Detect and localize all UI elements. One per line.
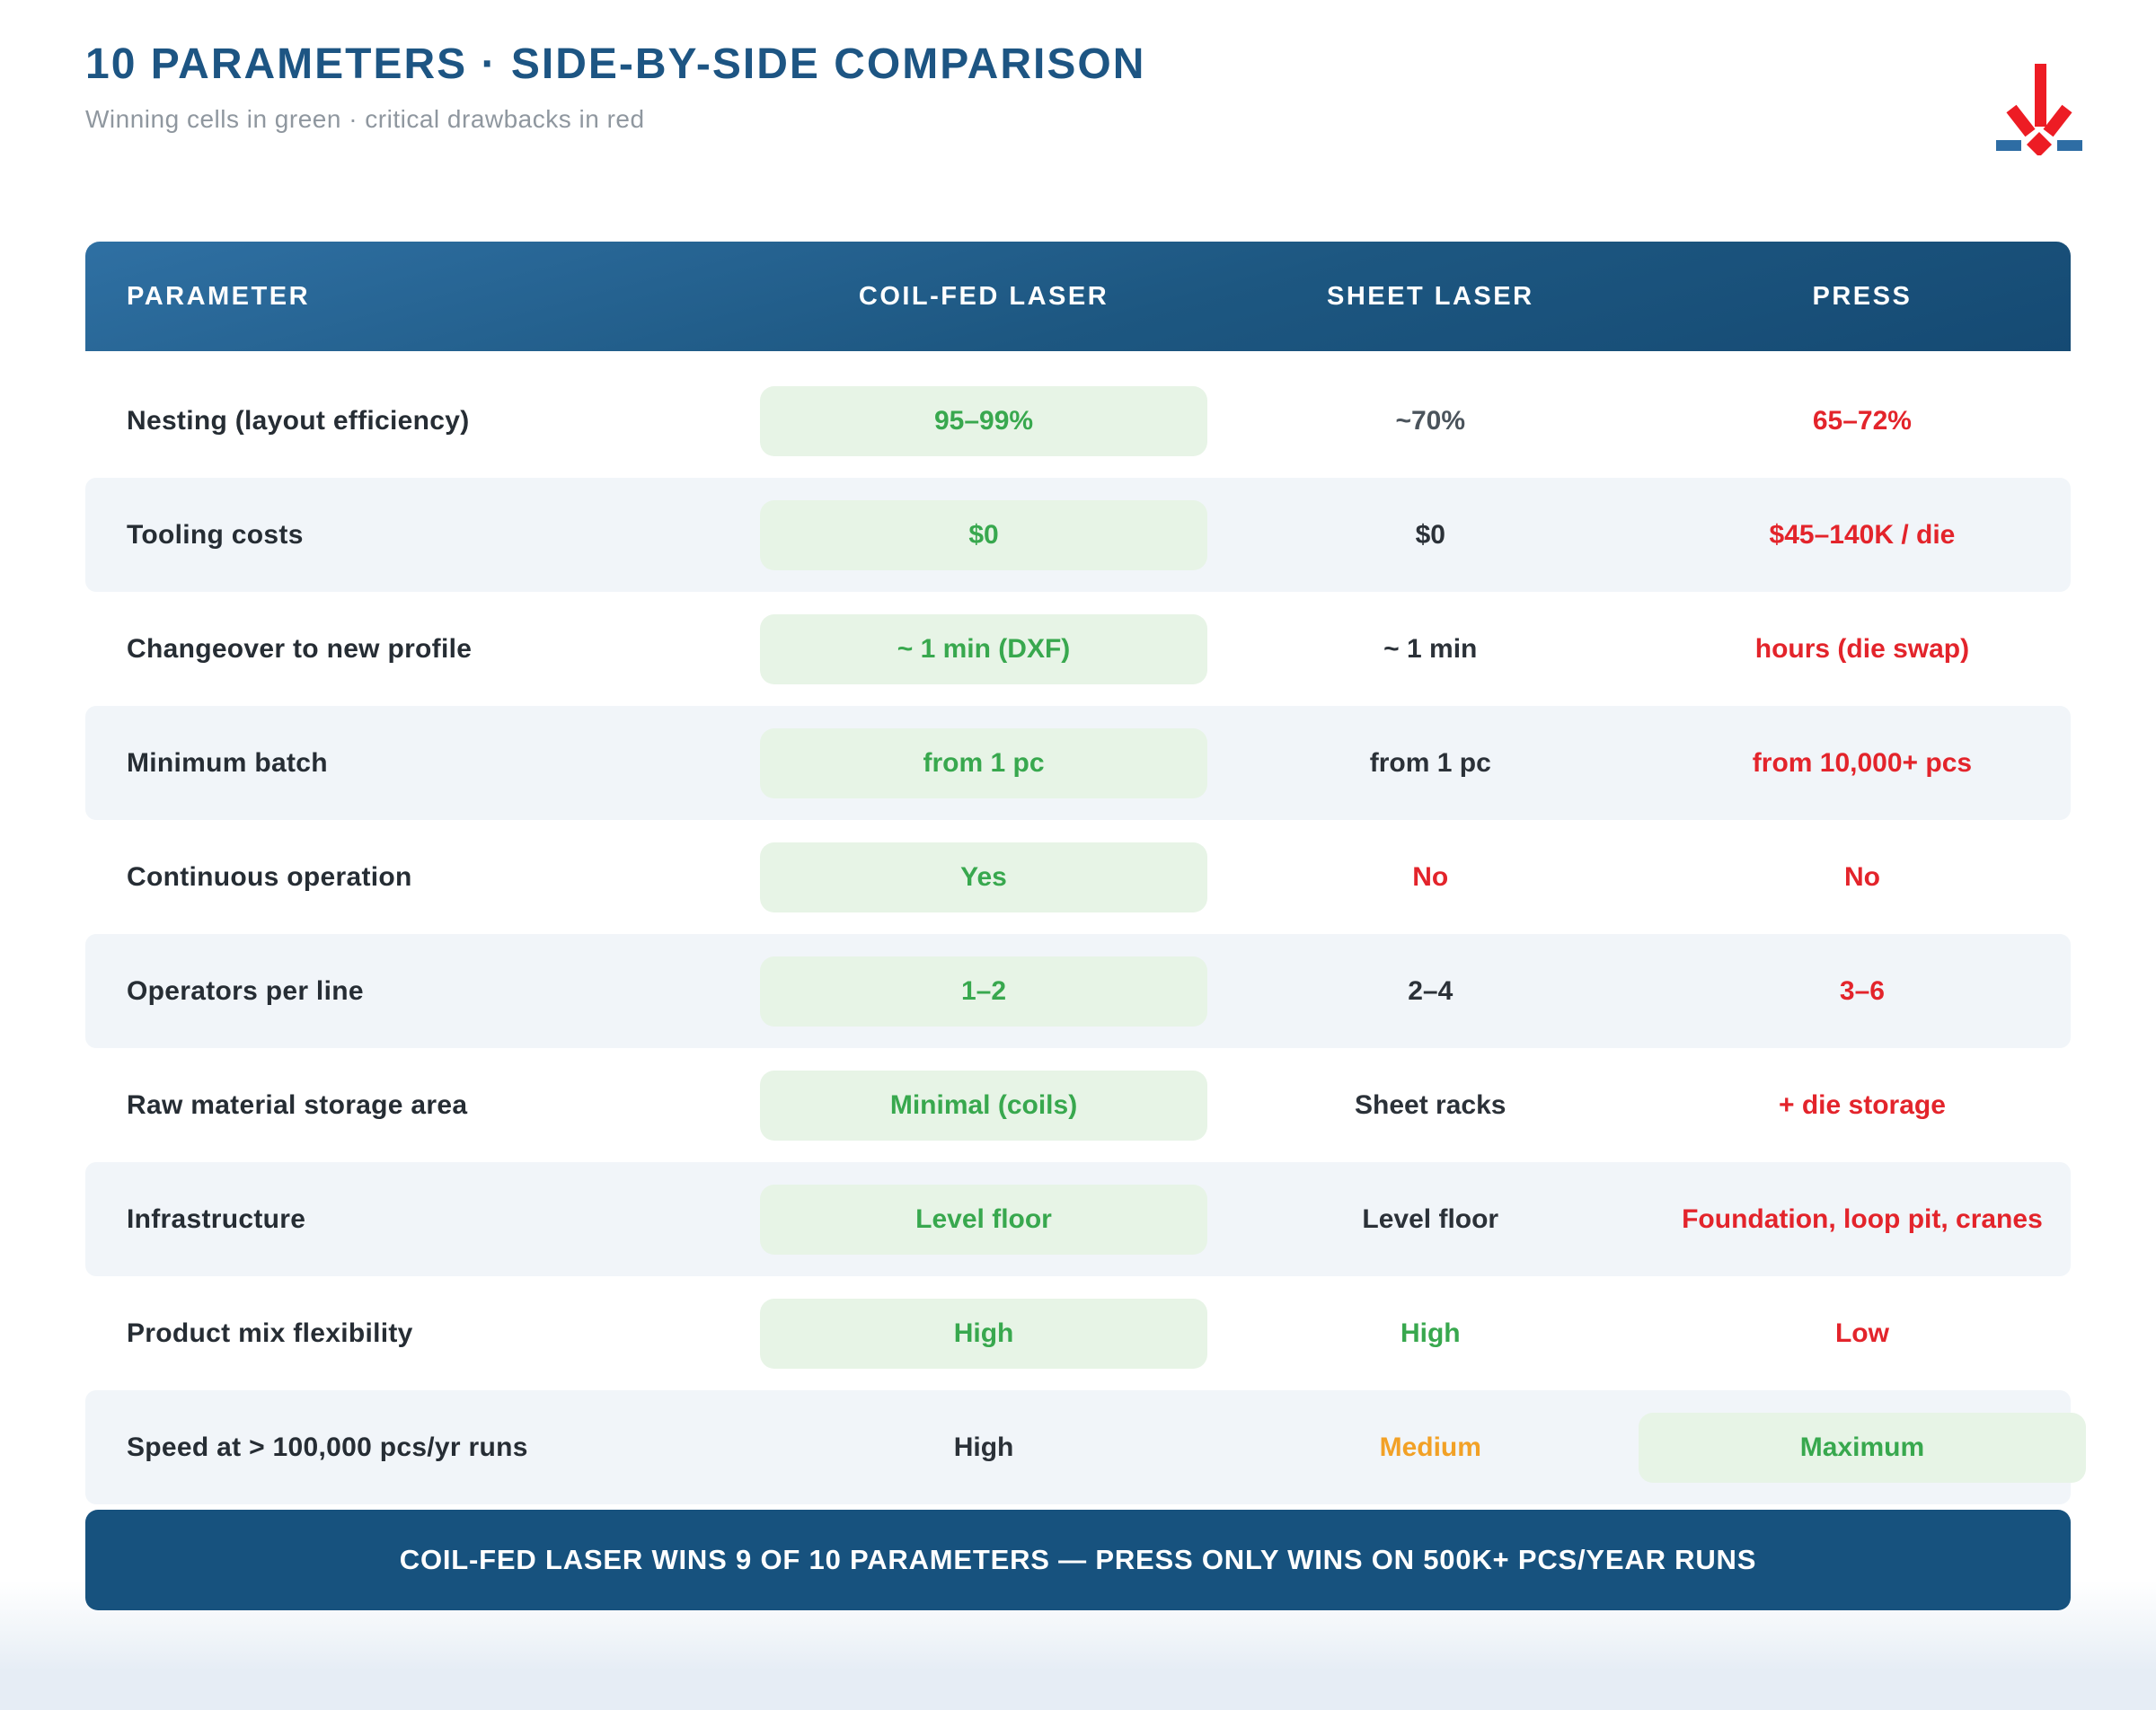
table-row: Changeover to new profile ~ 1 min (DXF) …	[85, 592, 2071, 706]
coil-value: ~ 1 min (DXF)	[760, 613, 1208, 684]
sheet-value: High	[1400, 1318, 1461, 1348]
summary-banner: COIL-FED LASER WINS 9 OF 10 PARAMETERS —…	[85, 1510, 2071, 1610]
parameter-label: Speed at > 100,000 pcs/yr runs	[127, 1432, 528, 1462]
press-value: from 10,000+ pcs	[1752, 747, 1973, 778]
coil-value: $0	[760, 499, 1208, 570]
coil-value: Yes	[760, 842, 1208, 912]
parameter-label: Minimum batch	[127, 747, 328, 778]
table-row: Nesting (layout efficiency) 95–99% ~70% …	[85, 364, 2071, 478]
comparison-table: PARAMETER COIL-FED LASER SHEET LASER PRE…	[85, 242, 2086, 1610]
table-row: Tooling costs $0 $0 $45–140K / die	[85, 478, 2071, 592]
sheet-value: No	[1412, 861, 1449, 892]
column-header-coil-fed-laser: COIL-FED LASER	[858, 281, 1109, 311]
comparison-slide: 10 PARAMETERS · SIDE-BY-SIDE COMPARISON …	[0, 40, 2156, 1610]
sheet-value: Level floor	[1362, 1203, 1499, 1234]
sheet-value: ~ 1 min	[1383, 633, 1478, 664]
coil-value: High	[953, 1432, 1014, 1462]
table-body: Nesting (layout efficiency) 95–99% ~70% …	[85, 364, 2086, 1504]
coil-value: from 1 pc	[760, 727, 1208, 798]
table-row: Infrastructure Level floor Level floor F…	[85, 1162, 2071, 1276]
table-row: Speed at > 100,000 pcs/yr runs High Medi…	[85, 1390, 2086, 1504]
coil-value: Level floor	[760, 1184, 1208, 1255]
parameter-label: Operators per line	[127, 975, 364, 1006]
table-row: Continuous operation Yes No No	[85, 820, 2071, 934]
table-row: Minimum batch from 1 pc from 1 pc from 1…	[85, 706, 2071, 820]
press-value: No	[1843, 861, 1880, 892]
sheet-value: 2–4	[1408, 975, 1454, 1006]
coil-value: High	[760, 1298, 1208, 1369]
coil-value: 95–99%	[760, 385, 1208, 456]
sheet-value: Sheet racks	[1355, 1089, 1507, 1120]
coil-value: Minimal (coils)	[760, 1070, 1208, 1141]
parameter-label: Tooling costs	[127, 519, 304, 550]
parameter-label: Infrastructure	[127, 1203, 306, 1234]
parameter-label: Nesting (layout efficiency)	[127, 405, 470, 436]
summary-banner-text: COIL-FED LASER WINS 9 OF 10 PARAMETERS —…	[399, 1544, 1757, 1575]
column-header-sheet-laser: SHEET LASER	[1327, 281, 1534, 311]
table-header-row: PARAMETER COIL-FED LASER SHEET LASER PRE…	[85, 242, 2071, 351]
sheet-value: $0	[1415, 519, 1445, 550]
coil-value: 1–2	[760, 956, 1208, 1027]
parameter-label: Product mix flexibility	[127, 1318, 413, 1348]
press-value: Foundation, loop pit, cranes	[1682, 1203, 2043, 1234]
press-value: + die storage	[1778, 1089, 1946, 1120]
press-value: $45–140K / die	[1769, 519, 1956, 550]
parameter-label: Changeover to new profile	[127, 633, 473, 664]
sheet-value: ~70%	[1395, 405, 1466, 436]
parameter-label: Raw material storage area	[127, 1089, 468, 1120]
table-row: Product mix flexibility High High Low	[85, 1276, 2071, 1390]
press-value: 65–72%	[1812, 405, 1912, 436]
table-row: Raw material storage area Minimal (coils…	[85, 1048, 2071, 1162]
column-header-parameter: PARAMETER	[127, 281, 311, 311]
sheet-value: Medium	[1379, 1432, 1481, 1462]
table-row: Operators per line 1–2 2–4 3–6	[85, 934, 2071, 1048]
press-value: Maximum	[1638, 1412, 2086, 1483]
column-header-press: PRESS	[1812, 281, 1913, 311]
page-subtitle: Winning cells in green · critical drawba…	[85, 105, 645, 133]
press-value: 3–6	[1839, 975, 1885, 1006]
parameter-label: Continuous operation	[127, 861, 412, 892]
press-value: Low	[1834, 1318, 1889, 1348]
press-value: hours (die swap)	[1754, 633, 1970, 664]
sheet-value: from 1 pc	[1369, 747, 1491, 778]
laser-beam-down-logo	[1996, 64, 2082, 155]
page-title: 10 PARAMETERS · SIDE-BY-SIDE COMPARISON	[85, 40, 1146, 88]
